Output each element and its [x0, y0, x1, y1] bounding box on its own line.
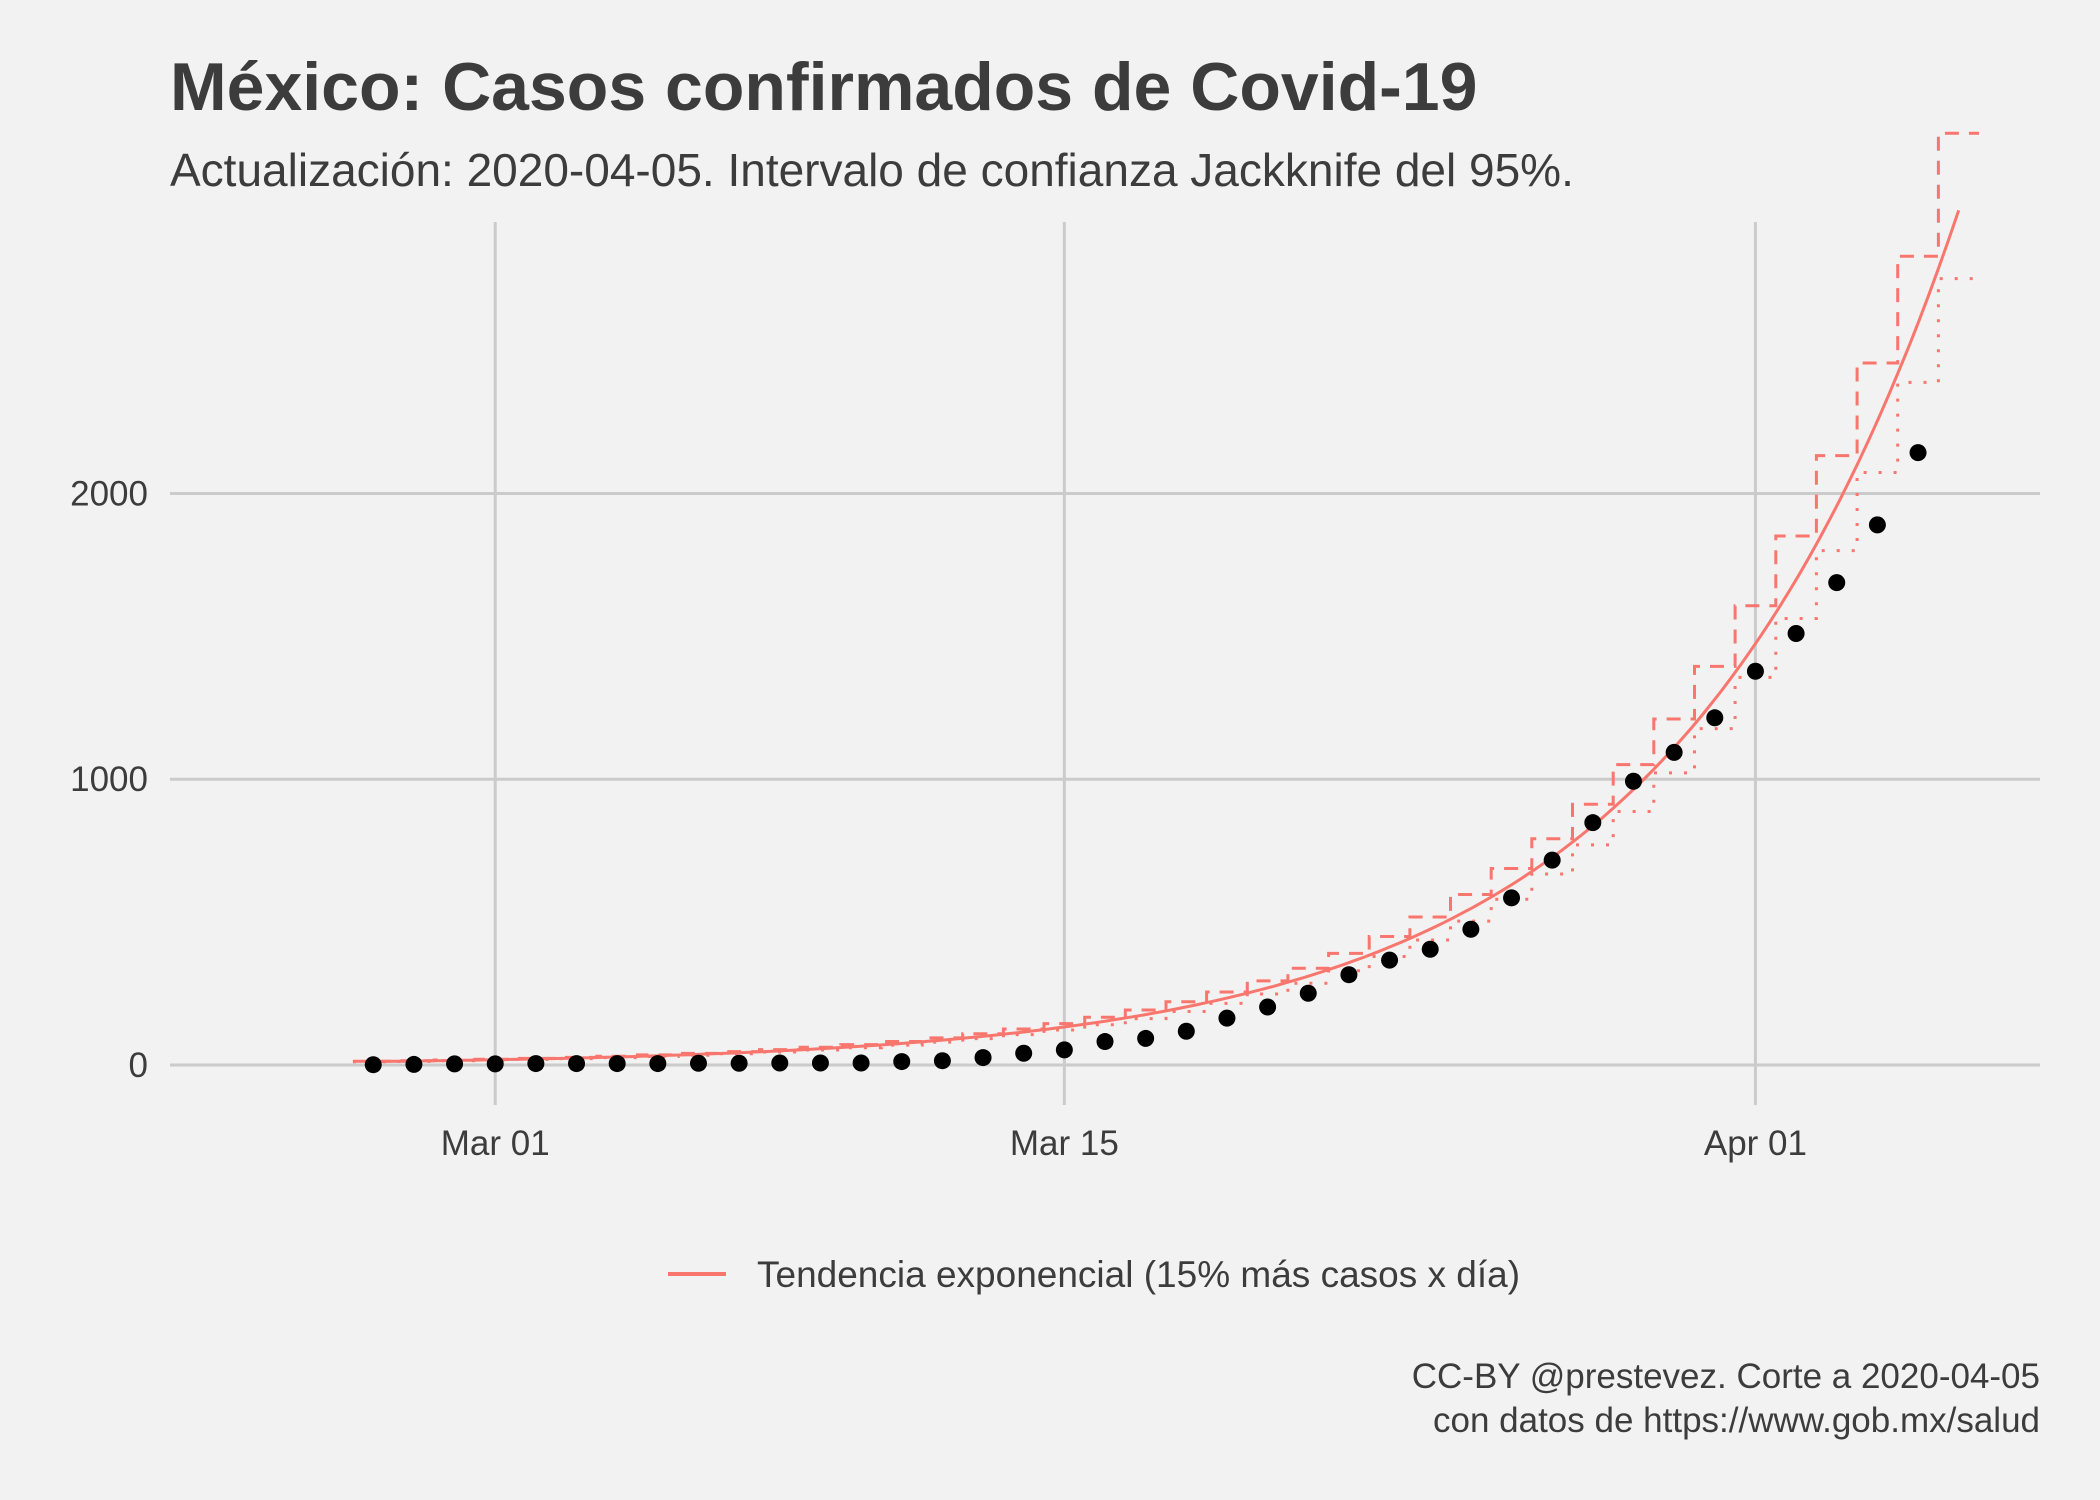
data-point — [933, 1052, 951, 1070]
x-tick-label: Mar 01 — [441, 1124, 550, 1163]
y-tick-label: 1000 — [70, 760, 148, 799]
data-point — [1259, 998, 1277, 1016]
legend-label: Tendencia exponencial (15% más casos x d… — [757, 1254, 1520, 1295]
data-point — [730, 1054, 748, 1072]
data-points — [364, 444, 1927, 1074]
data-point — [1096, 1033, 1114, 1051]
data-point — [364, 1056, 382, 1074]
data-point — [568, 1055, 586, 1073]
data-point — [974, 1049, 992, 1067]
data-point — [1624, 772, 1642, 790]
chart-title: México: Casos confirmados de Covid-19 — [170, 49, 1477, 125]
data-point — [527, 1055, 545, 1073]
data-point — [1543, 851, 1561, 869]
data-point — [893, 1053, 911, 1071]
confidence-interval — [352, 131, 1979, 1064]
data-point — [649, 1055, 667, 1073]
data-point — [1787, 624, 1805, 642]
data-point — [1340, 966, 1358, 984]
data-point — [1015, 1044, 1033, 1062]
y-tick-label: 0 — [129, 1046, 148, 1085]
y-tick-label: 2000 — [70, 474, 148, 513]
data-point — [1828, 574, 1846, 592]
data-point — [405, 1055, 423, 1073]
data-point — [852, 1054, 870, 1072]
data-point — [1218, 1009, 1236, 1027]
data-point — [608, 1055, 626, 1073]
data-point — [486, 1055, 504, 1073]
ci-lower-step — [352, 277, 1979, 1064]
chart-subtitle: Actualización: 2020-04-05. Intervalo de … — [170, 144, 1574, 196]
x-axis-ticks: Mar 01 Mar 15 Apr 01 — [441, 1124, 1807, 1163]
y-axis-ticks: 0 1000 2000 — [70, 474, 148, 1085]
data-point — [1462, 920, 1480, 938]
grid — [170, 222, 2040, 1105]
trend-line — [373, 209, 1961, 1064]
data-point — [1584, 814, 1602, 832]
caption-line-1: CC-BY @prestevez. Corte a 2020-04-05 — [1412, 1357, 2040, 1396]
x-tick-label: Apr 01 — [1704, 1124, 1807, 1163]
data-point — [1137, 1029, 1155, 1047]
data-point — [446, 1055, 464, 1073]
data-point — [1055, 1041, 1073, 1059]
data-point — [1746, 662, 1764, 680]
data-point — [1868, 516, 1886, 534]
data-point — [1706, 709, 1724, 727]
data-point — [771, 1054, 789, 1072]
data-point — [1381, 951, 1399, 969]
data-point — [1909, 444, 1927, 462]
x-tick-label: Mar 15 — [1010, 1124, 1119, 1163]
caption-line-2: con datos de https://www.gob.mx/salud — [1433, 1401, 2040, 1440]
data-point — [1503, 889, 1521, 907]
data-point — [1665, 743, 1683, 761]
ci-upper-step — [352, 131, 1979, 1063]
data-point — [689, 1054, 707, 1072]
data-point — [1177, 1022, 1195, 1040]
data-point — [811, 1054, 829, 1072]
legend: Tendencia exponencial (15% más casos x d… — [668, 1254, 1520, 1295]
data-point — [1299, 984, 1317, 1002]
data-point — [1421, 940, 1439, 958]
